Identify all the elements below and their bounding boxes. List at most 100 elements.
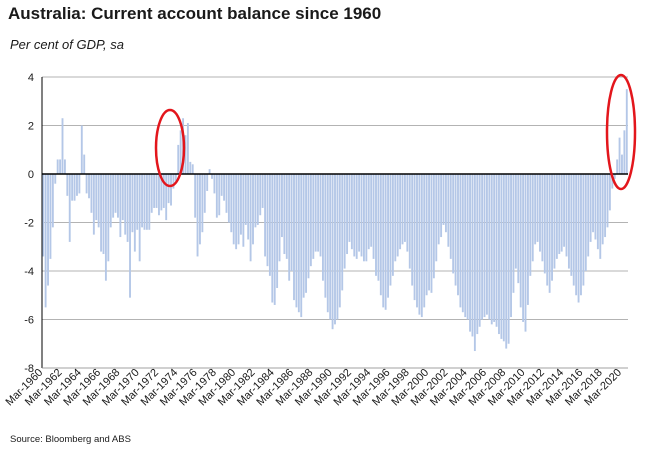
- data-bar: [78, 174, 81, 194]
- data-bar: [420, 174, 423, 318]
- data-bar: [114, 174, 117, 213]
- chart-title: Australia: Current account balance since…: [8, 4, 382, 23]
- data-bar: [522, 174, 525, 322]
- data-bar: [174, 174, 177, 182]
- data-bar: [493, 174, 496, 322]
- data-bar: [278, 174, 281, 262]
- data-bar: [76, 174, 78, 196]
- data-bar: [379, 174, 382, 296]
- data-bar: [145, 174, 148, 230]
- data-bar: [92, 174, 95, 235]
- data-bar: [117, 174, 119, 218]
- data-bar: [575, 174, 578, 296]
- data-bar: [155, 174, 158, 208]
- y-tick-label: -6: [24, 315, 34, 327]
- data-bar: [324, 174, 327, 298]
- data-bar: [447, 174, 450, 247]
- y-tick-label: -2: [24, 218, 34, 230]
- data-bar: [469, 174, 471, 332]
- data-bar: [66, 174, 69, 196]
- data-bar: [63, 159, 66, 174]
- data-bar: [498, 174, 500, 335]
- data-bar: [266, 174, 269, 267]
- highlight-ellipse-2019-2020: [605, 73, 637, 191]
- data-bar: [485, 174, 488, 315]
- data-bar: [502, 174, 505, 342]
- data-bar: [461, 174, 464, 313]
- data-bar: [565, 174, 568, 257]
- data-bar: [158, 174, 160, 216]
- data-bar: [432, 174, 435, 279]
- data-bar: [80, 125, 83, 174]
- data-bar: [254, 174, 257, 228]
- y-tick-label: -4: [24, 266, 34, 278]
- data-bar: [584, 174, 587, 271]
- data-bar: [281, 174, 283, 238]
- data-bar: [454, 174, 457, 286]
- data-bar: [336, 174, 339, 320]
- data-bar: [232, 174, 235, 245]
- data-bar: [326, 174, 329, 313]
- data-bar: [353, 174, 356, 257]
- data-bar: [510, 174, 512, 318]
- data-bar: [555, 174, 558, 259]
- data-bar: [119, 174, 122, 238]
- data-bar: [444, 174, 447, 233]
- data-bar: [83, 154, 86, 174]
- data-bar: [488, 174, 491, 320]
- data-bar: [160, 174, 163, 211]
- data-bar: [90, 174, 93, 213]
- data-bar: [252, 174, 254, 245]
- data-bar: [97, 174, 100, 228]
- data-bar: [256, 174, 259, 225]
- data-bar: [312, 174, 315, 259]
- chart-subtitle: Per cent of GDP, sa: [10, 37, 124, 52]
- data-bar: [478, 174, 481, 327]
- data-bar: [580, 174, 582, 296]
- data-bar: [546, 174, 549, 286]
- data-bar: [215, 174, 218, 218]
- data-bar: [399, 174, 402, 250]
- data-bar: [133, 174, 136, 252]
- data-bar: [428, 174, 430, 291]
- data-bar: [329, 174, 332, 320]
- data-bar: [457, 174, 459, 296]
- data-bar: [375, 174, 377, 276]
- data-bar: [594, 174, 597, 240]
- data-bar: [107, 174, 110, 262]
- data-bar: [230, 174, 233, 233]
- data-bar: [42, 174, 45, 257]
- data-bar: [102, 174, 105, 255]
- data-bar: [297, 174, 300, 313]
- data-bar: [51, 174, 54, 228]
- data-bar: [208, 169, 211, 174]
- y-tick-label: 2: [28, 121, 34, 133]
- data-bar: [307, 174, 310, 279]
- data-bar: [449, 174, 452, 259]
- data-bar: [309, 174, 312, 267]
- data-bar: [367, 174, 370, 250]
- data-bar: [244, 174, 247, 225]
- data-bar: [109, 174, 112, 228]
- data-bar: [68, 174, 71, 242]
- data-bar: [592, 174, 594, 233]
- data-bar: [104, 174, 107, 281]
- data-bar: [582, 174, 585, 286]
- data-bar: [237, 174, 240, 245]
- data-bar: [616, 159, 619, 174]
- data-bar: [95, 174, 98, 221]
- data-bar: [452, 174, 455, 274]
- data-bar: [372, 174, 375, 259]
- data-bar: [196, 174, 199, 257]
- data-bar: [138, 174, 141, 262]
- data-bar: [495, 174, 498, 327]
- data-bar: [288, 174, 291, 281]
- data-bar: [276, 174, 279, 288]
- data-bar: [387, 174, 389, 298]
- data-bar: [49, 174, 52, 259]
- data-bar: [172, 174, 175, 189]
- data-bar: [623, 130, 626, 174]
- data-bar: [377, 174, 380, 281]
- data-bar: [618, 137, 621, 175]
- data-bar: [606, 174, 609, 228]
